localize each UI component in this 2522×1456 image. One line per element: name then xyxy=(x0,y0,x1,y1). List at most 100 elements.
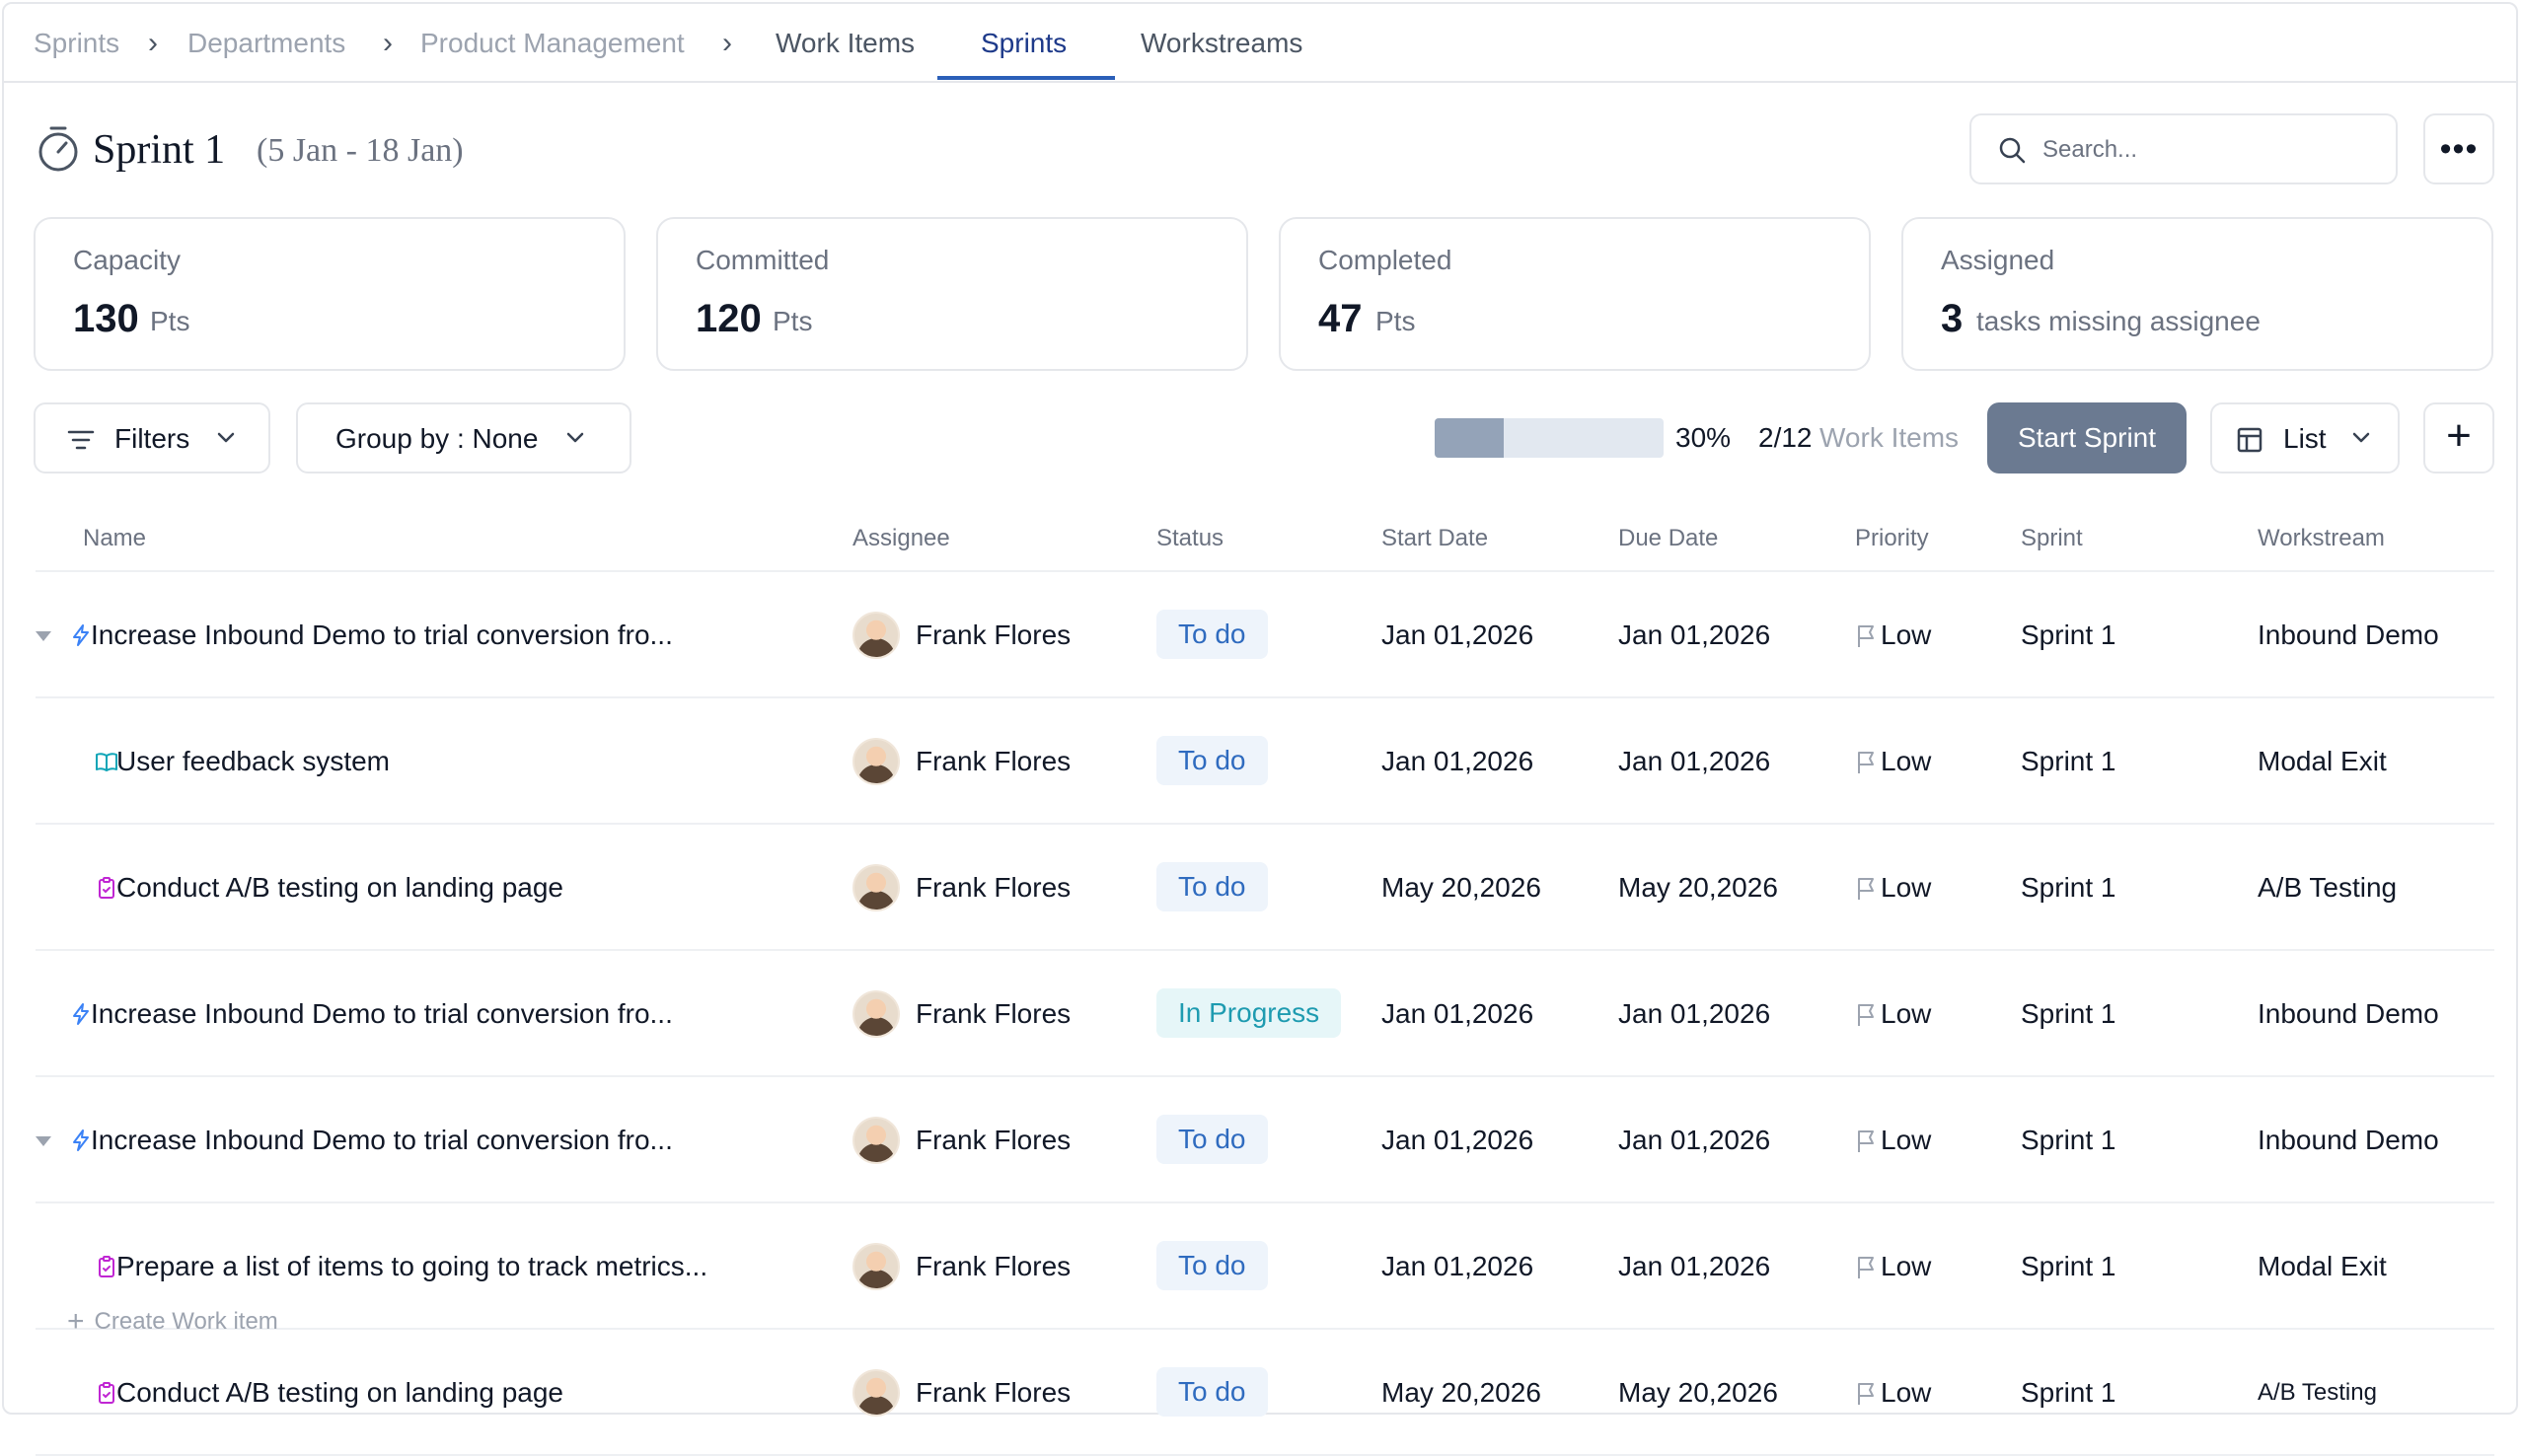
assignee-name: Frank Flores xyxy=(916,1377,1072,1408)
clipboard-icon xyxy=(99,1382,114,1404)
work-item-name[interactable]: Conduct A/B testing on landing page xyxy=(116,872,564,903)
sprint-label: Sprint 1 xyxy=(2021,998,2116,1029)
flag-icon xyxy=(1858,1004,1874,1026)
stat-unit: Pts xyxy=(1375,306,1416,336)
assignee-name: Frank Flores xyxy=(916,1125,1072,1155)
status-badge[interactable]: To do xyxy=(1156,1115,1268,1164)
due-date: Jan 01,2026 xyxy=(1618,1125,1771,1155)
priority-label: Low xyxy=(1881,1125,1932,1155)
timer-icon xyxy=(38,126,78,172)
breadcrumb-product-management[interactable]: Product Management xyxy=(420,28,685,58)
stat-unit: Pts xyxy=(150,306,190,336)
workstream-label: A/B Testing xyxy=(2258,1379,2377,1406)
start-date: May 20,2026 xyxy=(1381,872,1541,903)
work-item-name[interactable]: Increase Inbound Demo to trial conversio… xyxy=(91,619,673,650)
work-item-name[interactable]: Increase Inbound Demo to trial conversio… xyxy=(91,998,673,1029)
flag-icon xyxy=(1858,1130,1874,1152)
workstream-label: Inbound Demo xyxy=(2258,619,2439,650)
more-options-button[interactable]: ••• xyxy=(2423,113,2494,184)
table-row[interactable]: Conduct A/B testing on landing page Frank… xyxy=(36,825,2494,951)
work-item-name[interactable]: Prepare a list of items to going to trac… xyxy=(116,1251,708,1281)
assignee-avatar xyxy=(853,738,900,785)
sprint-label: Sprint 1 xyxy=(2021,872,2116,903)
lightning-icon xyxy=(73,1129,89,1151)
table-row[interactable]: Prepare a list of items to going to trac… xyxy=(36,1203,2494,1330)
table-row[interactable]: Increase Inbound Demo to trial conversio… xyxy=(36,1077,2494,1203)
assignee-avatar xyxy=(853,990,900,1038)
assignee-name: Frank Flores xyxy=(916,746,1072,776)
start-date: Jan 01,2026 xyxy=(1381,1125,1534,1155)
table-row[interactable]: User feedback system Frank Flores To do Jan… xyxy=(36,698,2494,825)
chevron-down-icon xyxy=(566,432,584,443)
create-work-item-label: Create Work item xyxy=(94,1308,278,1335)
filters-button[interactable]: Filters xyxy=(34,402,270,473)
status-badge[interactable]: To do xyxy=(1156,1367,1268,1417)
tab-work-items[interactable]: Work Items xyxy=(776,28,916,58)
expand-caret-icon[interactable] xyxy=(36,1136,51,1146)
column-header-workstream[interactable]: Workstream xyxy=(2258,525,2385,551)
stat-value: 3 xyxy=(1941,297,1964,340)
column-header-name[interactable]: Name xyxy=(83,525,147,551)
stat-value: 47 xyxy=(1318,297,1363,340)
assignee-avatar xyxy=(853,864,900,911)
view-mode-dropdown[interactable]: List xyxy=(2210,402,2400,473)
plus-icon: + xyxy=(67,1305,85,1338)
column-header-assignee[interactable]: Assignee xyxy=(853,525,950,551)
breadcrumb-separator-icon: › xyxy=(383,27,393,59)
stat-value: 120 xyxy=(696,297,762,340)
create-work-item-button[interactable]: + Create Work item xyxy=(67,1306,278,1338)
assignee-name: Frank Flores xyxy=(916,872,1072,903)
flag-icon xyxy=(1858,625,1874,647)
group-by-dropdown[interactable]: Group by : None xyxy=(296,402,631,473)
filters-label: Filters xyxy=(114,423,190,454)
workstream-label: A/B Testing xyxy=(2258,872,2398,903)
breadcrumb-separator-icon: › xyxy=(148,27,158,59)
column-header-sprint[interactable]: Sprint xyxy=(2021,525,2083,551)
status-badge[interactable]: To do xyxy=(1156,736,1268,785)
breadcrumb-departments[interactable]: Departments xyxy=(187,28,346,58)
search-icon xyxy=(1999,137,2026,164)
add-button[interactable]: + xyxy=(2423,402,2494,473)
tab-workstreams[interactable]: Workstreams xyxy=(1141,28,1303,58)
flag-icon xyxy=(1858,1257,1874,1278)
assignee-name: Frank Flores xyxy=(916,1251,1072,1281)
workstream-label: Modal Exit xyxy=(2258,1251,2387,1281)
column-header-start-date[interactable]: Start Date xyxy=(1381,525,1489,551)
status-badge[interactable]: To do xyxy=(1156,610,1268,659)
column-header-priority[interactable]: Priority xyxy=(1855,525,1929,551)
status-badge[interactable]: To do xyxy=(1156,1241,1268,1290)
stat-value: 130 xyxy=(73,297,139,340)
column-header-status[interactable]: Status xyxy=(1156,525,1224,551)
breadcrumb-sprints[interactable]: Sprints xyxy=(34,28,120,58)
column-header-due-date[interactable]: Due Date xyxy=(1618,525,1719,551)
status-badge[interactable]: In Progress xyxy=(1156,988,1342,1038)
due-date: Jan 01,2026 xyxy=(1618,619,1771,650)
search-input[interactable] xyxy=(2040,129,2380,171)
expand-caret-icon[interactable] xyxy=(36,631,51,641)
table-row[interactable]: Increase Inbound Demo to trial conversio… xyxy=(36,951,2494,1077)
table-row[interactable]: Increase Inbound Demo to trial conversio… xyxy=(36,572,2494,698)
sprint-label: Sprint 1 xyxy=(2021,746,2116,776)
work-item-name[interactable]: Increase Inbound Demo to trial conversio… xyxy=(91,1125,673,1155)
sprint-label: Sprint 1 xyxy=(2021,1125,2116,1155)
stat-label: Assigned xyxy=(1941,245,2055,275)
tab-sprints[interactable]: Sprints xyxy=(981,28,1068,58)
lightning-icon xyxy=(73,1003,89,1025)
start-sprint-button[interactable]: Start Sprint xyxy=(1987,402,2187,473)
group-by-label: Group by : None xyxy=(335,423,539,454)
work-item-name[interactable]: Conduct A/B testing on landing page xyxy=(116,1377,564,1408)
table-row[interactable]: Conduct A/B testing on landing page Frank… xyxy=(36,1330,2494,1456)
sprint-progress-bar xyxy=(1435,418,1664,458)
work-items-label: Work Items xyxy=(1819,422,1960,453)
work-item-name[interactable]: User feedback system xyxy=(116,746,390,776)
view-mode-label: List xyxy=(2283,423,2327,454)
stat-label: Committed xyxy=(696,245,830,275)
assignee-avatar xyxy=(853,1117,900,1164)
active-tab-indicator xyxy=(937,76,1115,80)
status-badge[interactable]: To do xyxy=(1156,862,1268,911)
start-date: Jan 01,2026 xyxy=(1381,619,1534,650)
start-date: May 20,2026 xyxy=(1381,1377,1541,1408)
completed-card: Completed 47 Pts xyxy=(1279,217,1871,371)
stat-unit: tasks missing assignee xyxy=(1976,306,2261,336)
chevron-down-icon xyxy=(2352,432,2370,443)
